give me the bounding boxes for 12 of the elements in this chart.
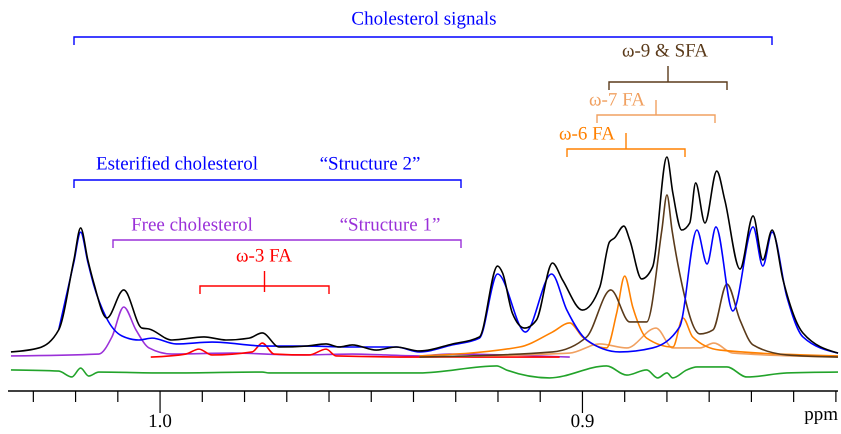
text: ω-9 & SFA [622,40,708,62]
annotation: Free cholesterol [131,214,253,236]
text: ω-6 FA [559,123,616,144]
text: Cholesterol signals [351,8,497,30]
x-tick-label: 1.0 [148,411,172,432]
annotation: Esterified cholesterol [96,153,258,174]
annotation: ω-3 FA [236,245,292,266]
annotation: “Structure 2” [320,153,420,174]
x-axis-title: ppm [804,404,838,425]
text: ω-7 FA [589,89,646,110]
x-tick-label: 0.9 [570,411,594,432]
annotation: “Structure 1” [340,214,440,236]
